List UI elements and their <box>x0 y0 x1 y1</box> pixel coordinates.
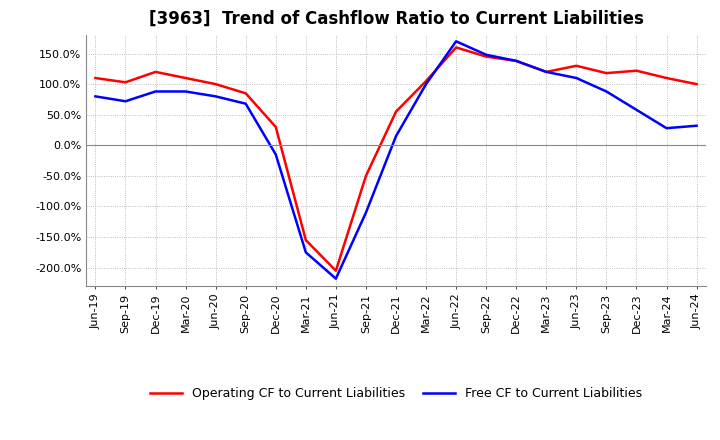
Operating CF to Current Liabilities <box>392 109 400 114</box>
Free CF to Current Liabilities <box>692 123 701 128</box>
Free CF to Current Liabilities <box>332 276 341 281</box>
Free CF to Current Liabilities <box>271 152 280 157</box>
Operating CF to Current Liabilities <box>512 58 521 63</box>
Operating CF to Current Liabilities <box>271 125 280 130</box>
Free CF to Current Liabilities <box>602 89 611 94</box>
Free CF to Current Liabilities <box>422 81 431 87</box>
Line: Operating CF to Current Liabilities: Operating CF to Current Liabilities <box>96 48 696 271</box>
Operating CF to Current Liabilities <box>241 91 250 96</box>
Title: [3963]  Trend of Cashflow Ratio to Current Liabilities: [3963] Trend of Cashflow Ratio to Curren… <box>148 10 644 28</box>
Line: Free CF to Current Liabilities: Free CF to Current Liabilities <box>96 41 696 279</box>
Operating CF to Current Liabilities <box>451 45 460 50</box>
Free CF to Current Liabilities <box>482 52 490 57</box>
Free CF to Current Liabilities <box>212 94 220 99</box>
Free CF to Current Liabilities <box>512 58 521 63</box>
Free CF to Current Liabilities <box>361 210 370 215</box>
Free CF to Current Liabilities <box>181 89 190 94</box>
Free CF to Current Liabilities <box>632 107 641 113</box>
Operating CF to Current Liabilities <box>692 81 701 87</box>
Free CF to Current Liabilities <box>91 94 100 99</box>
Operating CF to Current Liabilities <box>422 78 431 84</box>
Free CF to Current Liabilities <box>121 99 130 104</box>
Operating CF to Current Liabilities <box>181 75 190 81</box>
Operating CF to Current Liabilities <box>542 69 551 74</box>
Operating CF to Current Liabilities <box>482 54 490 59</box>
Free CF to Current Liabilities <box>302 250 310 255</box>
Free CF to Current Liabilities <box>451 39 460 44</box>
Operating CF to Current Liabilities <box>361 173 370 179</box>
Free CF to Current Liabilities <box>241 101 250 106</box>
Free CF to Current Liabilities <box>151 89 160 94</box>
Operating CF to Current Liabilities <box>151 69 160 74</box>
Free CF to Current Liabilities <box>572 75 580 81</box>
Operating CF to Current Liabilities <box>302 238 310 243</box>
Legend: Operating CF to Current Liabilities, Free CF to Current Liabilities: Operating CF to Current Liabilities, Fre… <box>145 382 647 405</box>
Operating CF to Current Liabilities <box>572 63 580 69</box>
Operating CF to Current Liabilities <box>212 81 220 87</box>
Operating CF to Current Liabilities <box>662 75 671 81</box>
Operating CF to Current Liabilities <box>91 75 100 81</box>
Free CF to Current Liabilities <box>662 125 671 131</box>
Operating CF to Current Liabilities <box>602 70 611 76</box>
Free CF to Current Liabilities <box>542 69 551 74</box>
Operating CF to Current Liabilities <box>632 68 641 73</box>
Free CF to Current Liabilities <box>392 133 400 139</box>
Operating CF to Current Liabilities <box>121 80 130 85</box>
Operating CF to Current Liabilities <box>332 268 341 273</box>
